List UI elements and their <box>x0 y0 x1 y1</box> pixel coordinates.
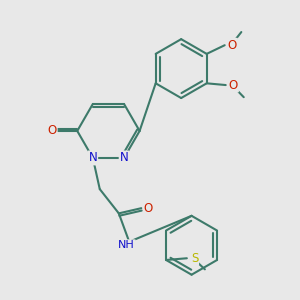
Text: N: N <box>88 152 97 164</box>
Text: O: O <box>144 202 153 215</box>
Text: NH: NH <box>118 240 135 250</box>
Text: N: N <box>120 152 128 164</box>
Text: O: O <box>228 39 237 52</box>
Text: O: O <box>229 79 238 92</box>
Text: O: O <box>47 124 57 137</box>
Text: S: S <box>191 252 198 265</box>
